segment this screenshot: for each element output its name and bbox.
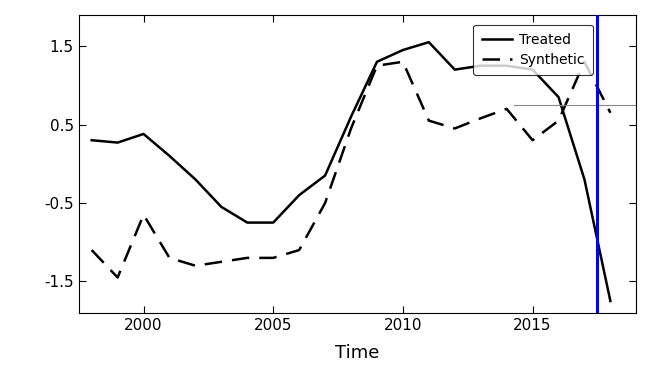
Legend: Treated, Synthetic: Treated, Synthetic [473, 25, 593, 75]
X-axis label: Time: Time [335, 344, 380, 362]
